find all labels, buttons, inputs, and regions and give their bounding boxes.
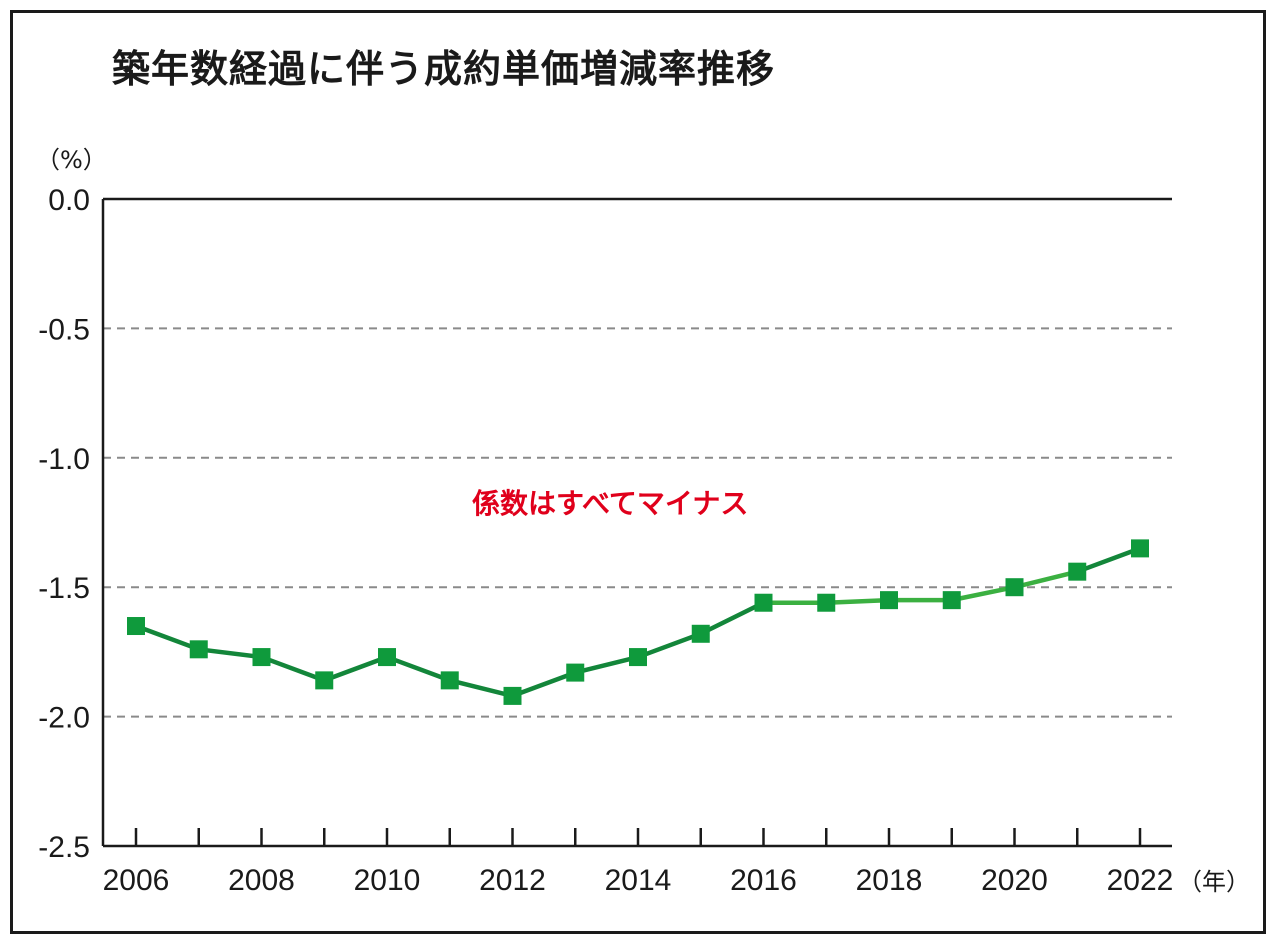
x-tick-label: 2006: [103, 864, 170, 897]
data-point-marker: [942, 591, 961, 610]
data-point-marker: [1131, 539, 1149, 558]
annotation-text: 係数はすべてマイナス: [472, 487, 748, 520]
y-unit-label: （%）: [36, 146, 107, 174]
data-point-marker: [566, 663, 585, 682]
data-point-marker: [252, 648, 271, 667]
data-point-marker: [315, 671, 334, 690]
x-tick-label: 2008: [228, 864, 295, 897]
series-line-segment: [698, 600, 766, 637]
series-line-segment: [133, 623, 201, 652]
series-line-segment: [447, 678, 515, 699]
y-tick-label: 0.0: [48, 184, 90, 217]
y-tick-label: -2.5: [38, 831, 90, 864]
data-point-marker: [880, 591, 898, 610]
series-line-segment: [384, 654, 452, 683]
data-point-marker: [378, 648, 396, 667]
data-point-marker: [127, 617, 145, 636]
data-point-marker: [817, 593, 836, 612]
y-tick-label: -1.5: [38, 572, 90, 605]
chart-title: 築年数経過に伴う成約単価増減率推移: [112, 47, 776, 91]
series-line-segment: [259, 654, 327, 683]
x-tick-label: 2012: [479, 864, 546, 897]
data-point-marker: [440, 671, 459, 690]
series-line-segment: [824, 597, 892, 605]
series-line-segment: [949, 584, 1017, 603]
data-point-marker: [189, 640, 208, 659]
data-point-marker: [1068, 562, 1087, 581]
series-line-segment: [322, 654, 390, 683]
x-unit-label: （年）: [1178, 868, 1250, 896]
y-tick-label: -1.0: [38, 443, 90, 476]
data-point-marker: [629, 648, 647, 667]
data-point-marker: [691, 624, 710, 643]
series-line-segment: [1075, 546, 1143, 574]
data-point-marker: [1005, 578, 1024, 597]
x-tick-label: 2014: [605, 864, 672, 897]
data-point-marker: [754, 593, 773, 612]
data-point-marker: [503, 686, 522, 705]
y-tick-label: -2.0: [38, 702, 90, 735]
x-tick-label: 2022: [1107, 864, 1174, 897]
series-line-segment: [635, 631, 703, 660]
y-tick-label: -0.5: [38, 313, 90, 346]
series-line-segment: [196, 647, 264, 660]
chart-frame: [10, 10, 1266, 934]
series-line-segment: [573, 654, 641, 675]
series-line-segment: [1012, 569, 1080, 590]
x-tick-label: 2016: [730, 864, 797, 897]
x-tick-label: 2018: [856, 864, 923, 897]
series-line-segment: [510, 670, 578, 699]
x-tick-label: 2010: [354, 864, 421, 897]
x-tick-label: 2020: [981, 864, 1048, 897]
